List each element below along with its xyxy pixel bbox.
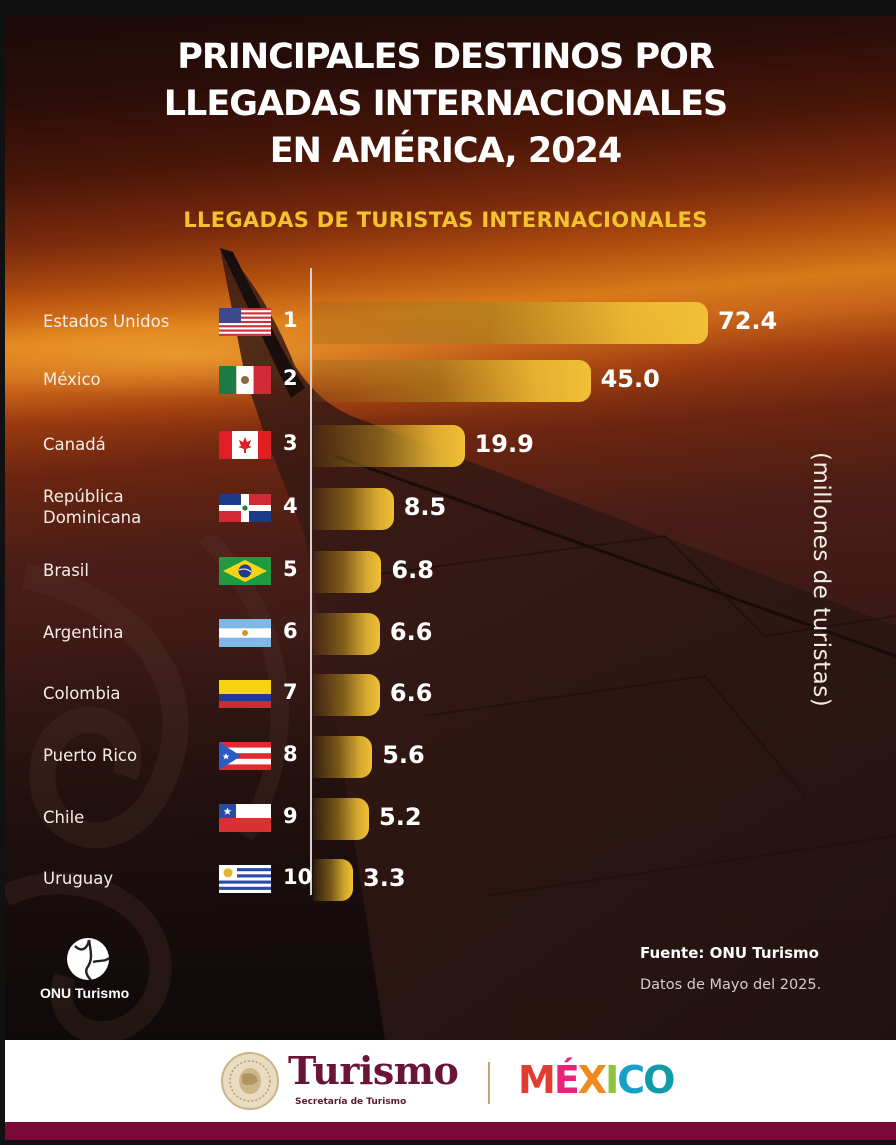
rank-number: 1 xyxy=(283,308,298,332)
country-label-line: Puerto Rico xyxy=(43,746,138,765)
country-label-line: Canadá xyxy=(43,435,106,454)
value-label: 5.6 xyxy=(382,741,425,769)
value-label: 6.6 xyxy=(389,679,433,707)
country-label-line: República xyxy=(43,487,124,506)
country-label-line: Chile xyxy=(43,808,85,827)
title-line: PRINCIPALES DESTINOS POR xyxy=(177,37,715,77)
bar-row: Colombia 7 6.6 xyxy=(0,672,891,718)
bar xyxy=(313,488,394,530)
mexico-wordmark: MÉXICO xyxy=(518,1058,675,1102)
colombia-flag-icon xyxy=(219,680,271,708)
country-label: Puerto Rico xyxy=(43,745,137,766)
country-label-line: Argentina xyxy=(43,623,124,642)
bar-row: República Dominicana 4 8.5 xyxy=(0,486,891,532)
bar xyxy=(313,613,380,655)
bar-row: Brasil 5 6.8 xyxy=(0,549,891,595)
chart-subtitle: LLEGADAS DE TURISTAS INTERNACIONALES xyxy=(183,208,708,232)
rank-number: 3 xyxy=(283,431,298,455)
rank-number: 4 xyxy=(283,494,298,518)
mexico-letter: I xyxy=(605,1058,619,1102)
country-label-line: México xyxy=(43,370,101,389)
puerto-rico-flag-icon xyxy=(219,742,271,770)
bar-row: México 2 45.0 xyxy=(0,358,891,404)
country-label-line: Estados Unidos xyxy=(43,312,170,331)
country-label-line: Brasil xyxy=(43,561,89,580)
value-label: 45.0 xyxy=(600,365,660,393)
value-label: 5.2 xyxy=(379,803,422,831)
argentina-flag-icon xyxy=(219,619,271,647)
source-note: Fuente: ONU Turismo xyxy=(640,944,819,962)
bar xyxy=(313,302,708,344)
canada-flag-icon xyxy=(219,431,271,459)
onu-turismo-label: ONU Turismo xyxy=(40,985,130,1001)
bar xyxy=(313,736,373,778)
rank-number: 9 xyxy=(283,804,298,828)
bar-row: Argentina 6 6.6 xyxy=(0,611,891,657)
brazil-flag-icon xyxy=(219,557,271,585)
country-label-line: Dominicana xyxy=(43,508,142,527)
bar xyxy=(313,360,591,402)
bar xyxy=(313,859,353,901)
country-label: México xyxy=(43,369,101,390)
country-label-line: Colombia xyxy=(43,684,121,703)
mexico-letter: O xyxy=(643,1058,675,1102)
country-label: Colombia xyxy=(43,683,121,704)
rank-number: 10 xyxy=(283,865,313,889)
footer-maroon-stripe xyxy=(5,1122,896,1140)
sunset-glow xyxy=(5,256,896,436)
value-label: 6.6 xyxy=(389,618,433,646)
bar-row: Puerto Rico 8 5.6 xyxy=(0,734,891,780)
onu-turismo-logo-icon xyxy=(67,938,110,981)
value-label: 19.9 xyxy=(474,430,534,458)
mexico-letter: M xyxy=(518,1058,556,1102)
country-label: Estados Unidos xyxy=(43,311,169,332)
rank-number: 2 xyxy=(283,366,298,390)
turismo-wordmark: Turismo xyxy=(288,1048,459,1093)
unit-axis-label: (millones de turistas) xyxy=(808,452,834,708)
bar-row: Estados Unidos 1 72.4 xyxy=(0,300,891,346)
value-label: 72.4 xyxy=(718,307,778,335)
bar xyxy=(313,551,382,593)
bar xyxy=(313,798,369,840)
country-label: Chile xyxy=(43,807,84,828)
data-date-note: Datos de Mayo del 2025. xyxy=(640,977,822,993)
value-label: 6.8 xyxy=(391,556,434,584)
country-label: República Dominicana xyxy=(43,486,141,528)
bar-row: Canadá 3 19.9 xyxy=(0,423,891,469)
chart-title: PRINCIPALES DESTINOS POR LLEGADAS INTERN… xyxy=(0,34,891,175)
bar-row: Chile 9 5.2 xyxy=(0,796,891,842)
title-line: LLEGADAS INTERNACIONALES xyxy=(163,84,729,124)
axis-divider-line xyxy=(310,268,312,895)
value-label: 8.5 xyxy=(403,493,447,521)
title-line: EN AMÉRICA, 2024 xyxy=(269,131,623,171)
mexico-letter: X xyxy=(577,1058,607,1102)
dominican-republic-flag-icon xyxy=(219,494,271,522)
value-label: 3.3 xyxy=(363,864,406,892)
country-label: Argentina xyxy=(43,622,124,643)
bar xyxy=(313,674,380,716)
country-label-line: Uruguay xyxy=(43,869,114,888)
rank-number: 5 xyxy=(283,557,298,581)
footer-divider xyxy=(488,1062,490,1104)
footer-banner: Turismo Secretaría de Turismo MÉXICO xyxy=(5,1040,896,1122)
mexico-letter: C xyxy=(617,1058,645,1102)
rank-number: 6 xyxy=(283,619,298,643)
bar xyxy=(313,425,465,467)
mexico-letter: É xyxy=(553,1058,580,1102)
chile-flag-icon xyxy=(219,804,271,832)
uruguay-flag-icon xyxy=(219,865,271,893)
rank-number: 8 xyxy=(283,742,298,766)
bar-row: Uruguay 10 3.3 xyxy=(0,857,891,903)
mexico-flag-icon xyxy=(219,366,271,394)
secretaria-de-turismo-label: Secretaría de Turismo xyxy=(295,1097,407,1107)
rank-number: 7 xyxy=(283,680,298,704)
country-label: Brasil xyxy=(43,560,89,581)
country-label: Canadá xyxy=(43,434,106,455)
country-label: Uruguay xyxy=(43,868,113,889)
us-flag-icon xyxy=(219,308,271,336)
mexico-national-seal-icon xyxy=(221,1052,279,1110)
